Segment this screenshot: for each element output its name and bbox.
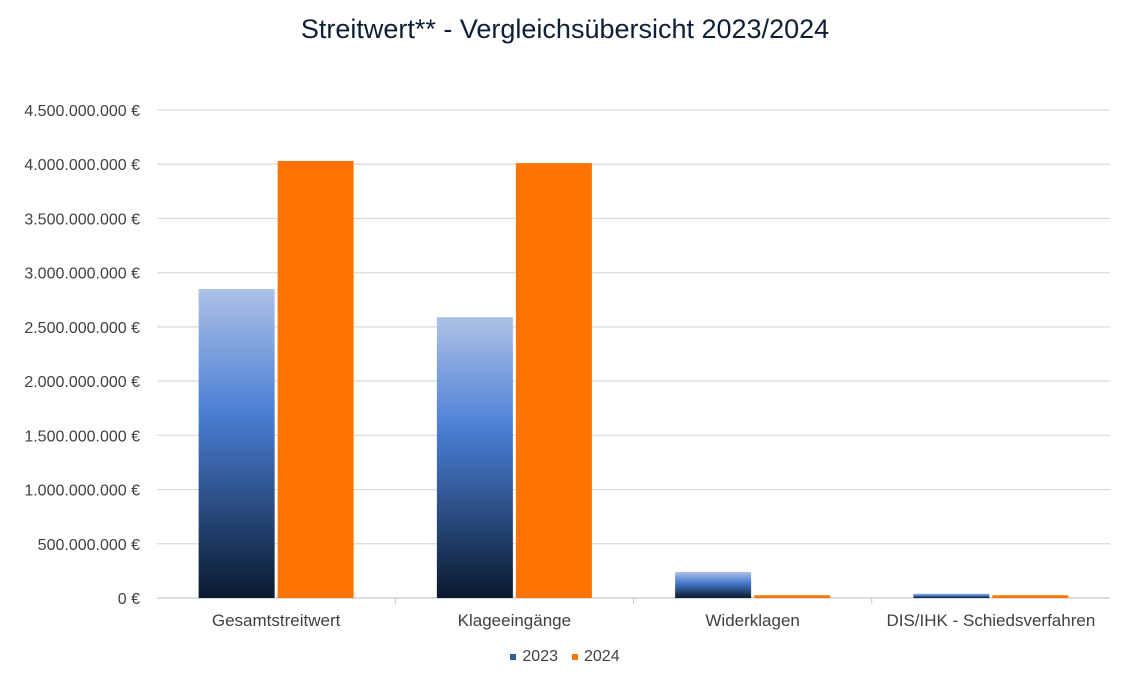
bar-2023-2[interactable] — [675, 571, 752, 598]
legend: 2023 2024 — [0, 648, 1130, 666]
y-tick-label: 1.000.000.000 € — [24, 483, 140, 500]
legend-item-2023[interactable]: 2023 — [510, 648, 558, 666]
x-category-label: Klageeingänge — [458, 611, 571, 630]
y-tick-label: 2.500.000.000 € — [24, 320, 140, 337]
legend-item-2024[interactable]: 2024 — [572, 648, 620, 666]
y-tick-label: 0 € — [118, 591, 140, 608]
legend-swatch-2023 — [510, 654, 517, 660]
x-category-label: Gesamtstreitwert — [212, 611, 341, 630]
x-axis-category-labels: Gesamtstreitwert Klageeingänge Widerklagen… — [212, 611, 1095, 630]
bar-2024-1[interactable] — [515, 163, 592, 599]
y-tick-label: 4.500.000.000 € — [24, 103, 140, 120]
chart-title: Streitwert** - Vergleichsübersicht 2023/… — [300, 14, 830, 44]
y-tick-label: 3.000.000.000 € — [24, 266, 140, 283]
bar-2023-0[interactable] — [198, 288, 275, 598]
x-category-label: Widerklagen — [705, 611, 800, 630]
y-tick-label: 500.000.000 € — [38, 537, 140, 554]
y-tick-label: 3.500.000.000 € — [24, 211, 140, 228]
legend-label-2024: 2024 — [584, 648, 620, 665]
legend-label-2023: 2023 — [522, 648, 558, 665]
bar-2024-3[interactable] — [992, 595, 1069, 598]
bar-2024-2[interactable] — [754, 595, 831, 598]
y-tick-label: 4.000.000.000 € — [24, 157, 140, 174]
y-tick-label: 1.500.000.000 € — [24, 428, 140, 445]
x-category-label: DIS/IHK - Schiedsverfahren — [886, 611, 1095, 630]
bar-2023-1[interactable] — [436, 317, 513, 598]
y-tick-label: 2.000.000.000 € — [24, 374, 140, 391]
bar-2024-0[interactable] — [277, 160, 354, 599]
bar-2023-3[interactable] — [913, 593, 990, 598]
y-axis-tick-labels: 0 € 500.000.000 € 1.000.000.000 € 1.500.000… — [24, 103, 140, 608]
bars — [198, 160, 1069, 599]
legend-swatch-2024 — [572, 654, 578, 660]
